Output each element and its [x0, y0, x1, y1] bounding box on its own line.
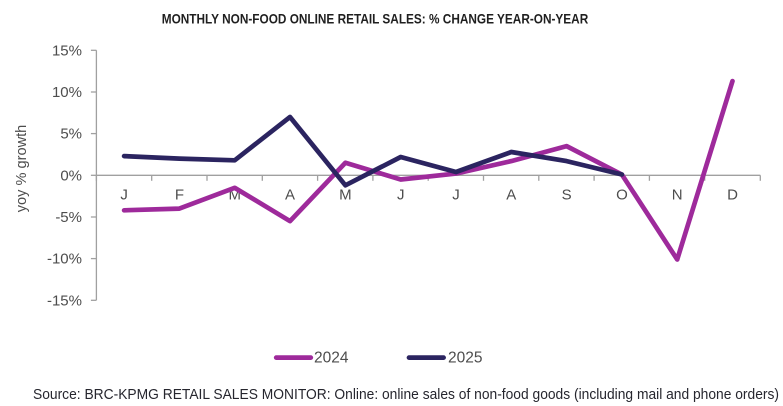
- svg-text:N: N: [672, 187, 683, 204]
- svg-text:F: F: [175, 187, 184, 204]
- svg-text:D: D: [727, 187, 738, 204]
- svg-text:O: O: [616, 187, 628, 204]
- svg-text:5%: 5%: [60, 126, 82, 143]
- svg-text:S: S: [562, 187, 572, 204]
- svg-text:A: A: [506, 187, 516, 204]
- svg-text:yoy % growth: yoy % growth: [14, 125, 30, 213]
- svg-text:M: M: [339, 187, 352, 204]
- svg-text:A: A: [285, 187, 295, 204]
- svg-text:-10%: -10%: [47, 251, 82, 268]
- svg-text:15%: 15%: [52, 42, 82, 59]
- svg-text:0%: 0%: [60, 167, 82, 184]
- svg-text:10%: 10%: [52, 84, 82, 101]
- svg-text:-5%: -5%: [55, 209, 82, 226]
- svg-text:J: J: [452, 187, 460, 204]
- svg-text:Source: BRC-KPMG RETAIL SALES: Source: BRC-KPMG RETAIL SALES MONITOR: O…: [33, 386, 779, 403]
- svg-text:J: J: [120, 187, 128, 204]
- svg-text:J: J: [397, 187, 405, 204]
- svg-text:MONTHLY NON-FOOD ONLINE RETAIL: MONTHLY NON-FOOD ONLINE RETAIL SALES: % …: [162, 10, 589, 26]
- svg-text:-15%: -15%: [47, 292, 82, 309]
- svg-text:2024: 2024: [314, 349, 349, 366]
- svg-text:2025: 2025: [448, 349, 482, 366]
